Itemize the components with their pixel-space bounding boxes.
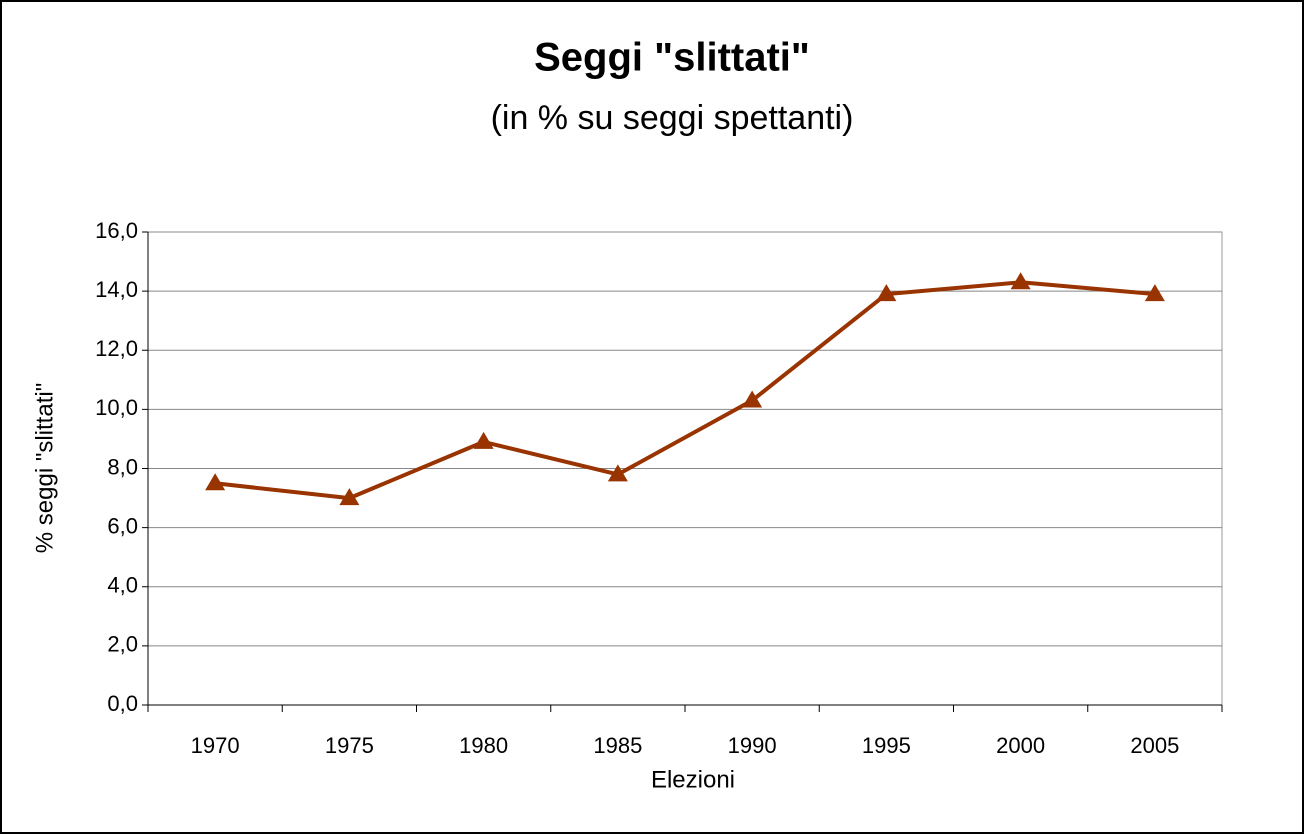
y-tick-label: 4,0 bbox=[107, 573, 138, 598]
x-tick-label: 2000 bbox=[996, 733, 1045, 758]
x-tick-label: 1985 bbox=[593, 733, 642, 758]
chart-title: Seggi "slittati" bbox=[534, 36, 810, 80]
x-tick-label: 1995 bbox=[862, 733, 911, 758]
y-tick-label: 6,0 bbox=[107, 513, 138, 538]
x-tick-label: 2005 bbox=[1130, 733, 1179, 758]
data-point bbox=[1010, 272, 1031, 290]
data-point bbox=[607, 464, 628, 482]
chart-subtitle: (in % su seggi spettanti) bbox=[491, 99, 854, 137]
y-tick-label: 14,0 bbox=[95, 277, 138, 302]
data-point bbox=[339, 488, 360, 506]
data-point bbox=[876, 284, 897, 302]
x-tick-label: 1970 bbox=[191, 733, 240, 758]
x-tick-label: 1990 bbox=[728, 733, 777, 758]
y-tick-label: 10,0 bbox=[95, 395, 138, 420]
y-tick-label: 8,0 bbox=[107, 454, 138, 479]
data-point bbox=[205, 473, 226, 491]
y-axis-label: % seggi "slittati" bbox=[31, 383, 58, 553]
y-tick-label: 12,0 bbox=[95, 336, 138, 361]
x-tick-label: 1975 bbox=[325, 733, 374, 758]
data-point bbox=[1144, 284, 1165, 302]
x-axis-label: Elezioni bbox=[651, 766, 735, 793]
y-tick-label: 16,0 bbox=[95, 218, 138, 243]
x-tick-label: 1980 bbox=[459, 733, 508, 758]
data-point bbox=[473, 431, 494, 449]
y-tick-label: 2,0 bbox=[107, 632, 138, 657]
data-point bbox=[742, 390, 763, 408]
y-tick-label: 0,0 bbox=[107, 691, 138, 716]
series-line bbox=[214, 280, 1156, 501]
